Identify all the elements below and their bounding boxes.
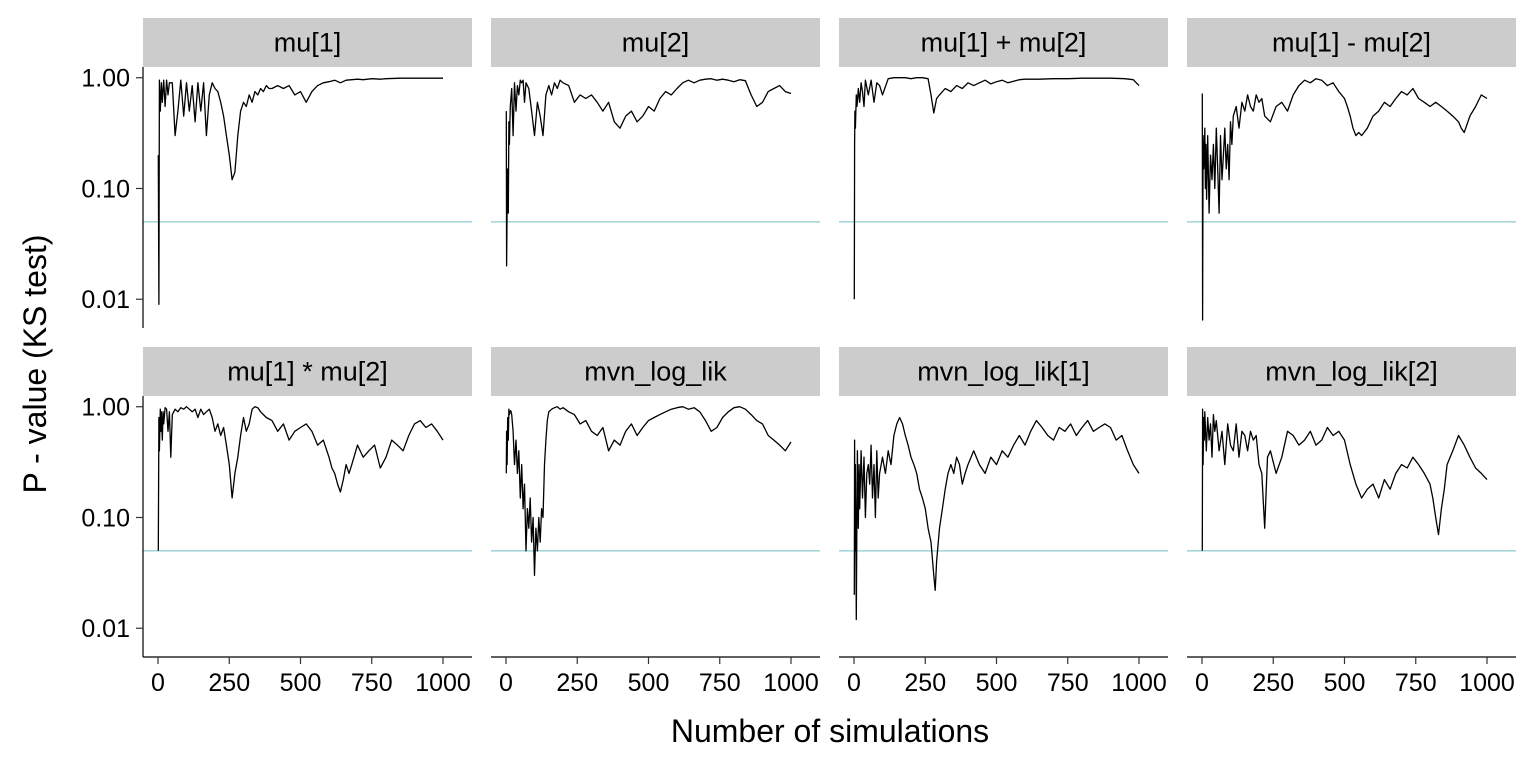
x-tick-label: 500: [628, 669, 670, 697]
panel-strip: [839, 18, 1168, 67]
series-line: [853, 77, 1140, 300]
series-line: [1201, 408, 1488, 551]
panel-strip: [491, 347, 820, 396]
panel-title: mu[1] - mu[2]: [1272, 28, 1431, 58]
panel-title: mu[1] * mu[2]: [227, 357, 388, 387]
axes-layer: 0.01 0.10 1.00 0.01 0.10 1.00: [81, 65, 144, 657]
x-tick-label: 1000: [1111, 669, 1167, 697]
series-line: [853, 416, 1140, 621]
x-tick-label: 750: [1047, 669, 1089, 697]
panel-title: mu[2]: [622, 28, 690, 58]
panel-4: mu[1] - mu[2]: [1187, 18, 1516, 321]
y-tick-label: 0.10: [81, 504, 130, 532]
y-tick-label: 1.00: [81, 65, 130, 93]
x-tick-label: 1000: [1459, 669, 1515, 697]
panel-8: mvn_log_lik[2] 0 250 500 750 1000: [1187, 347, 1516, 697]
panel-title: mvn_log_lik: [584, 357, 727, 387]
panel-strip: [839, 347, 1168, 396]
x-tick-label: 250: [1252, 669, 1294, 697]
x-tick-label: 500: [976, 669, 1018, 697]
y-tick-label: 0.01: [81, 615, 130, 643]
panel-6: mvn_log_lik 0 250 500 750 1000: [491, 347, 820, 697]
panel-title: mu[1] + mu[2]: [921, 28, 1087, 58]
panel-strip: [1187, 347, 1516, 396]
series-line: [1201, 78, 1488, 321]
panel-strip: [143, 18, 472, 67]
panel-title: mvn_log_lik[1]: [917, 357, 1090, 387]
x-tick-label: 250: [556, 669, 598, 697]
x-tick-label: 500: [280, 669, 322, 697]
x-tick-label: 0: [151, 669, 165, 697]
panel-strip: [143, 347, 472, 396]
panel-5: mu[1] * mu[2] 0 250 500 750 1000: [143, 347, 472, 697]
x-axis-title: Number of simulations: [671, 713, 989, 749]
panel-title: mu[1]: [274, 28, 342, 58]
x-tick-label: 1000: [763, 669, 819, 697]
x-tick-label: 0: [499, 669, 513, 697]
y-tick-label: 1.00: [81, 394, 130, 422]
series-line: [505, 406, 792, 577]
series-line: [157, 406, 444, 551]
x-tick-label: 750: [699, 669, 741, 697]
y-tick-label: 0.01: [81, 286, 130, 314]
panels-layer: mu[1] mu[2] mu[1] + mu[2] mu[1] - mu[2] mu[1…: [143, 18, 1516, 697]
x-tick-label: 750: [351, 669, 393, 697]
x-tick-label: 0: [1195, 669, 1209, 697]
panel-title: mvn_log_lik[2]: [1265, 357, 1438, 387]
series-line: [505, 78, 792, 267]
x-tick-label: 250: [904, 669, 946, 697]
y-axis-title: P - value (KS test): [17, 234, 53, 493]
panel-2: mu[2]: [491, 18, 820, 267]
series-line: [157, 77, 443, 305]
x-tick-label: 750: [1395, 669, 1437, 697]
panel-7: mvn_log_lik[1] 0 250 500 750 1000: [839, 347, 1168, 697]
x-tick-label: 0: [847, 669, 861, 697]
panel-strip: [491, 18, 820, 67]
y-tick-label: 0.10: [81, 175, 130, 203]
x-tick-label: 500: [1324, 669, 1366, 697]
panel-strip: [1187, 18, 1516, 67]
panel-1: mu[1]: [143, 18, 472, 305]
x-tick-label: 1000: [415, 669, 471, 697]
panel-3: mu[1] + mu[2]: [839, 18, 1168, 300]
x-tick-label: 250: [208, 669, 250, 697]
